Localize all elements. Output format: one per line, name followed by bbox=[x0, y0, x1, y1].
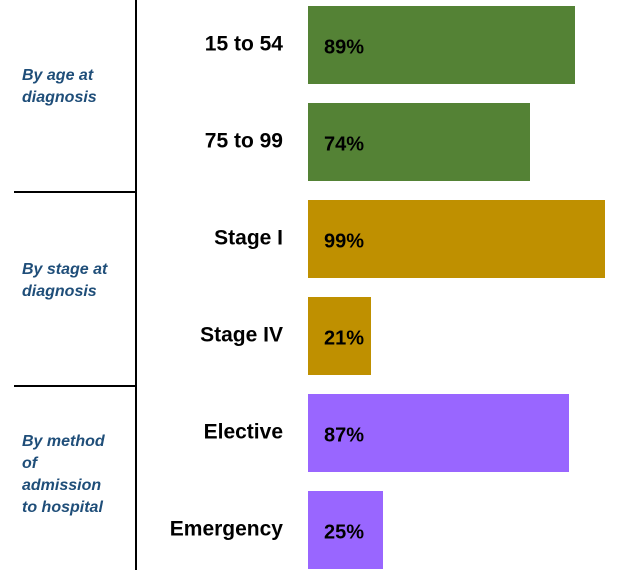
category-label: 15 to 54 bbox=[205, 33, 284, 56]
category-label: Emergency bbox=[170, 518, 284, 541]
group-label: diagnosis bbox=[22, 89, 97, 106]
group-label: of bbox=[22, 455, 39, 472]
bar bbox=[308, 6, 575, 84]
bar bbox=[308, 297, 371, 375]
group-label: By age at bbox=[22, 67, 94, 84]
bar bbox=[308, 200, 605, 278]
value-label: 89% bbox=[324, 36, 364, 58]
value-label: 87% bbox=[324, 424, 364, 446]
bar bbox=[308, 103, 530, 181]
value-label: 99% bbox=[324, 230, 364, 252]
bar bbox=[308, 394, 569, 472]
group-label: to hospital bbox=[22, 499, 103, 516]
group-label: diagnosis bbox=[22, 283, 97, 300]
category-label: Elective bbox=[204, 421, 283, 444]
group-label: By method bbox=[22, 433, 106, 450]
category-label: Stage IV bbox=[200, 324, 283, 347]
value-label: 21% bbox=[324, 327, 364, 349]
bar bbox=[308, 491, 383, 569]
value-label: 74% bbox=[324, 133, 364, 155]
group-label: By stage at bbox=[22, 261, 108, 278]
group-label: admission bbox=[22, 477, 101, 494]
category-label: 75 to 99 bbox=[205, 130, 283, 153]
category-label: Stage I bbox=[214, 227, 283, 250]
value-label: 25% bbox=[324, 521, 364, 543]
